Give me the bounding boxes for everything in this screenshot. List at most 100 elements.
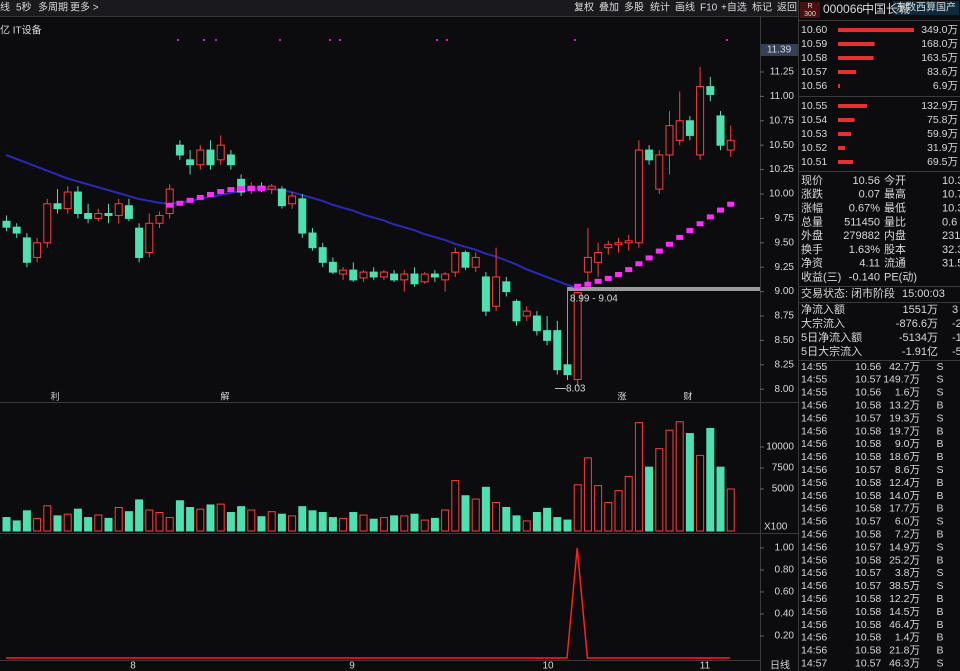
flow-value: -5134万 bbox=[899, 332, 938, 344]
volume-bar bbox=[634, 422, 643, 532]
candle-body bbox=[288, 195, 297, 205]
toolbar-button[interactable]: 返回 bbox=[777, 2, 797, 14]
signal-dot bbox=[666, 241, 673, 247]
trade-side: S bbox=[936, 464, 943, 476]
trade-price: 10.57 bbox=[855, 412, 881, 424]
y-tick-label: 10.00 bbox=[769, 189, 794, 200]
trade-price: 10.58 bbox=[855, 632, 881, 644]
trade-side: S bbox=[936, 361, 943, 373]
trade-volume: 1.6万 bbox=[895, 387, 920, 399]
trade-price: 10.58 bbox=[855, 438, 881, 450]
trade-side: B bbox=[936, 632, 943, 644]
signal-dot bbox=[625, 267, 633, 273]
quote-value: 10.3 bbox=[942, 203, 960, 215]
signal-dot bbox=[176, 200, 184, 206]
trade-side: S bbox=[936, 567, 943, 579]
signal-dot bbox=[706, 214, 714, 220]
candle-body bbox=[522, 310, 531, 317]
flow-value: -1 bbox=[952, 332, 960, 344]
volume-bar bbox=[237, 506, 246, 532]
y-tick-label: 7500 bbox=[772, 463, 795, 474]
trade-volume: 13.2万 bbox=[889, 399, 920, 411]
volume-bar bbox=[624, 475, 633, 532]
event-marker[interactable]: 利 bbox=[50, 390, 59, 401]
concept-tag[interactable]: 东数西算国产 bbox=[896, 1, 956, 14]
event-marker[interactable]: 解 bbox=[220, 390, 229, 401]
trade-price: 10.57 bbox=[855, 657, 881, 669]
badge: 300 bbox=[804, 11, 816, 18]
trade-price: 10.57 bbox=[855, 541, 881, 553]
toolbar-button[interactable]: 标记 bbox=[752, 2, 772, 14]
signal-dot bbox=[635, 261, 643, 267]
candle-body bbox=[451, 252, 460, 273]
badge: R bbox=[807, 3, 812, 10]
volume-bar bbox=[247, 509, 256, 532]
trade-volume: 6.0万 bbox=[895, 516, 920, 528]
book-price: 10.52 bbox=[801, 142, 827, 154]
flow-value: -876.6万 bbox=[896, 318, 938, 330]
volume-bar bbox=[685, 433, 694, 532]
y-tick-label: 8.75 bbox=[775, 311, 795, 322]
signal-dot bbox=[186, 197, 194, 203]
event-marker[interactable]: 涨 bbox=[617, 391, 626, 401]
candle-body bbox=[645, 149, 654, 161]
trade-time: 14:56 bbox=[801, 412, 827, 424]
volume-bar bbox=[614, 490, 623, 532]
toolbar-button[interactable]: 更多 > bbox=[70, 1, 99, 14]
toolbar-button[interactable]: 多股 bbox=[624, 1, 644, 14]
book-volume: 59.9万 bbox=[927, 128, 958, 140]
candle-body bbox=[492, 276, 501, 307]
flow-label: 5日净流入额 bbox=[801, 330, 862, 344]
toolbar-button[interactable]: F10 bbox=[700, 3, 718, 14]
toolbar-button[interactable]: 多周期 bbox=[38, 1, 68, 14]
toolbar-button[interactable]: 5秒 bbox=[16, 1, 32, 14]
volume-bar bbox=[369, 518, 378, 532]
quote-value: 279882 bbox=[843, 230, 880, 242]
period-label[interactable]: 日线 bbox=[770, 659, 790, 671]
book-price: 10.51 bbox=[801, 156, 827, 168]
trade-volume: 3.8万 bbox=[895, 567, 920, 579]
volume-bar bbox=[400, 515, 409, 532]
trade-time: 14:57 bbox=[801, 657, 827, 669]
volume-bar bbox=[145, 509, 154, 532]
trade-time: 14:55 bbox=[801, 374, 827, 386]
quote-label: 涨跌 bbox=[801, 187, 823, 201]
candle-body bbox=[430, 273, 439, 278]
volume-bar bbox=[379, 517, 388, 532]
y-tick-label: 11.25 bbox=[770, 67, 795, 78]
trade-volume: 1.4万 bbox=[895, 632, 920, 644]
trade-volume: 8.6万 bbox=[895, 464, 920, 476]
range-label: 8.99 - 9.04 bbox=[570, 294, 618, 305]
book-volume: 163.5万 bbox=[921, 52, 958, 64]
signal-dot bbox=[247, 186, 255, 192]
candle-body bbox=[359, 271, 368, 279]
trade-side: S bbox=[936, 541, 943, 553]
toolbar-button[interactable]: 线 bbox=[0, 1, 10, 14]
volume-bar bbox=[553, 517, 562, 532]
book-price: 10.58 bbox=[801, 52, 827, 64]
candle-body bbox=[655, 154, 664, 190]
toolbar-button[interactable]: 统计 bbox=[650, 1, 670, 14]
quote-value: 511450 bbox=[844, 216, 880, 228]
volume-bar bbox=[696, 454, 705, 532]
candle-body bbox=[685, 120, 694, 136]
toolbar-button[interactable]: +自选 bbox=[721, 1, 747, 14]
trade-volume: 12.4万 bbox=[889, 477, 920, 489]
candle-body bbox=[604, 244, 613, 249]
book-price: 10.60 bbox=[801, 24, 827, 36]
candle-body bbox=[318, 247, 327, 263]
signal-dot bbox=[207, 191, 214, 197]
trade-volume: 9.0万 bbox=[895, 438, 920, 450]
signal-dot bbox=[645, 255, 653, 261]
volume-bar bbox=[84, 517, 93, 532]
toolbar-button[interactable]: 画线 bbox=[675, 1, 695, 14]
candle-body bbox=[135, 227, 144, 258]
candle-body bbox=[155, 214, 164, 224]
toolbar-button[interactable]: 叠加 bbox=[599, 2, 619, 14]
candle-body bbox=[379, 271, 388, 278]
trade-price: 10.57 bbox=[855, 464, 881, 476]
event-marker[interactable]: 财 bbox=[683, 390, 692, 401]
y-tick-label: 8.25 bbox=[775, 359, 795, 370]
candle-body bbox=[12, 226, 21, 234]
toolbar-button[interactable]: 复权 bbox=[574, 1, 594, 14]
